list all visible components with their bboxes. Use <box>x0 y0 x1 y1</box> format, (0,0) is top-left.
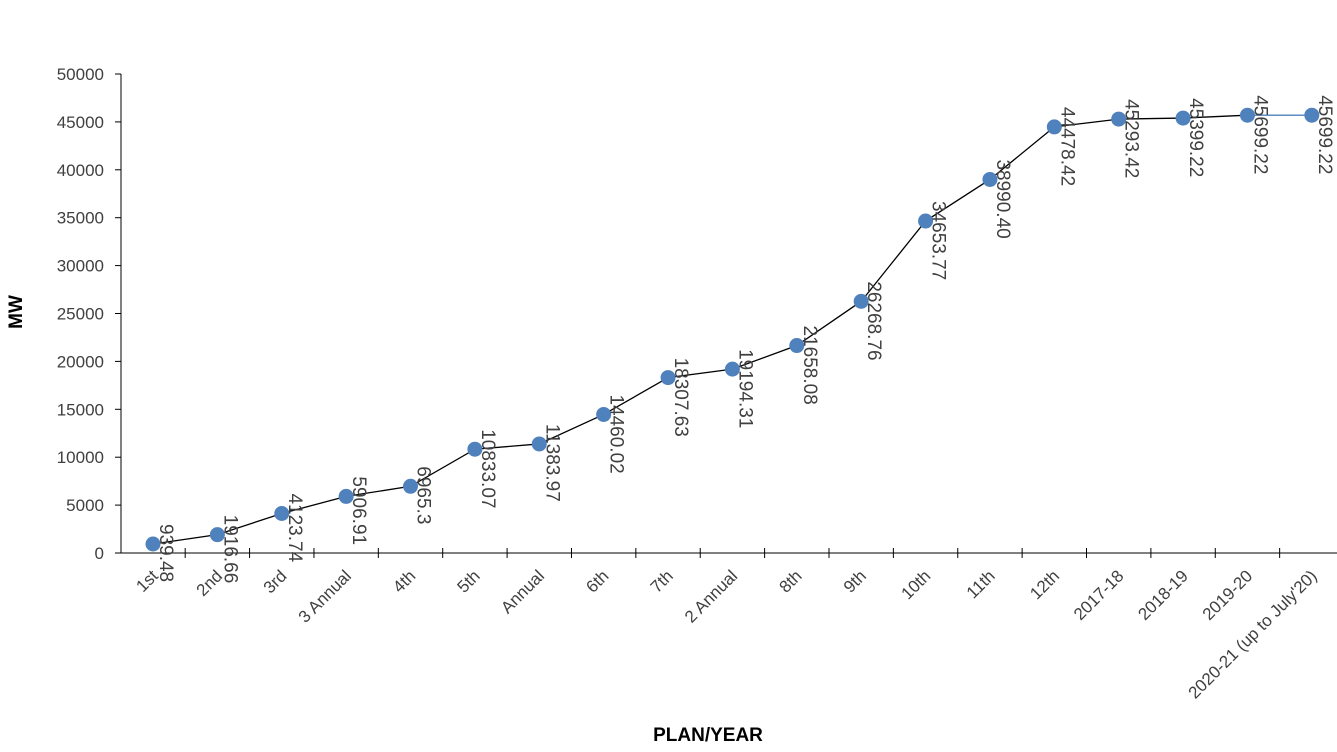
series-line <box>152 114 1312 545</box>
axes <box>120 74 1337 554</box>
data-label: 1916.66 <box>219 515 240 584</box>
x-category-label: Annual <box>497 566 548 617</box>
data-label: 10833.07 <box>477 429 498 508</box>
data-point-marker <box>403 478 419 494</box>
data-point-marker <box>724 361 740 377</box>
data-label: 21658.08 <box>799 326 820 405</box>
x-category-label: 2020-21 (up to July'20) <box>1185 566 1321 702</box>
x-category-label: 3rd <box>260 566 291 597</box>
data-point-marker <box>145 536 161 552</box>
data-label: 38990.40 <box>992 159 1013 238</box>
y-tick-label: 10000 <box>57 448 104 467</box>
y-tick-label: 35000 <box>57 209 104 228</box>
x-category-label: 5th <box>454 566 484 596</box>
data-label: 45293.42 <box>1121 99 1142 178</box>
x-axis-title: PLAN/YEAR <box>653 725 763 746</box>
x-category-label: 8th <box>775 566 805 596</box>
data-point-marker <box>660 370 676 386</box>
data-label: 45699.22 <box>1314 95 1335 174</box>
x-category-label: 9th <box>840 566 870 596</box>
x-category-label: 12th <box>1026 566 1063 603</box>
data-point-marker <box>853 293 869 309</box>
x-category-label: 6th <box>582 566 612 596</box>
series-markers <box>145 107 1320 552</box>
x-category-label: 2 Annual <box>681 566 741 626</box>
y-axis-ticks: 0 5000 10000 15000 20000 25000 30000 35000 40000… <box>57 65 121 563</box>
data-point-marker <box>467 441 483 457</box>
data-point-marker <box>338 488 354 504</box>
data-point-marker <box>1239 107 1255 123</box>
y-tick-label: 40000 <box>57 161 104 180</box>
data-label: 4123.74 <box>284 493 305 562</box>
x-category-label: 10th <box>898 566 935 603</box>
data-point-marker <box>1111 111 1127 127</box>
data-point-marker <box>274 505 290 521</box>
x-category-label: 11th <box>963 566 999 602</box>
y-tick-label: 30000 <box>57 257 104 276</box>
data-point-marker <box>789 338 805 354</box>
data-label: 14460.02 <box>606 394 627 473</box>
y-tick-label: 25000 <box>57 305 104 324</box>
series-line-path <box>152 114 1248 545</box>
data-point-marker <box>209 527 225 543</box>
data-point-marker <box>918 213 934 229</box>
data-point-marker <box>1175 110 1191 126</box>
x-category-label: 7th <box>647 566 677 596</box>
data-label: 44478.42 <box>1056 107 1077 186</box>
data-label: 45399.22 <box>1185 98 1206 177</box>
data-label: 11383.97 <box>541 424 562 502</box>
x-axis-ticks: 1st 2nd 3rd 3 Annual 4th 5th Annual 6th 7th 2 Ann… <box>132 548 1321 702</box>
data-label: 939.48 <box>155 524 176 582</box>
data-labels: 939.48 1916.66 4123.74 5906.91 6965.3 10833.0… <box>155 95 1335 583</box>
y-tick-label: 5000 <box>66 496 104 515</box>
data-point-marker <box>982 171 998 187</box>
x-category-label: 2019-20 <box>1199 566 1257 624</box>
x-category-label: 2018-19 <box>1134 566 1192 624</box>
data-point-marker <box>531 436 547 452</box>
data-point-marker <box>596 406 612 422</box>
y-tick-label: 45000 <box>57 113 104 132</box>
x-category-label: 2017-18 <box>1070 566 1128 624</box>
x-category-label: 4th <box>389 566 419 596</box>
data-label: 5906.91 <box>348 476 369 545</box>
y-tick-label: 20000 <box>57 352 104 371</box>
data-label: 26268.76 <box>863 281 884 360</box>
data-label: 19194.31 <box>734 349 755 428</box>
data-label: 6965.3 <box>413 466 434 524</box>
y-tick-label: 50000 <box>57 65 104 84</box>
data-point-marker <box>1304 107 1320 123</box>
data-label: 18307.63 <box>670 358 691 437</box>
x-category-label: 3 Annual <box>295 566 355 626</box>
data-label: 45699.22 <box>1249 95 1270 174</box>
y-tick-label: 0 <box>95 544 104 563</box>
data-point-marker <box>1046 119 1062 135</box>
y-axis-title: MW <box>6 295 27 329</box>
data-label: 34653.77 <box>928 201 949 280</box>
y-tick-label: 15000 <box>57 400 104 419</box>
